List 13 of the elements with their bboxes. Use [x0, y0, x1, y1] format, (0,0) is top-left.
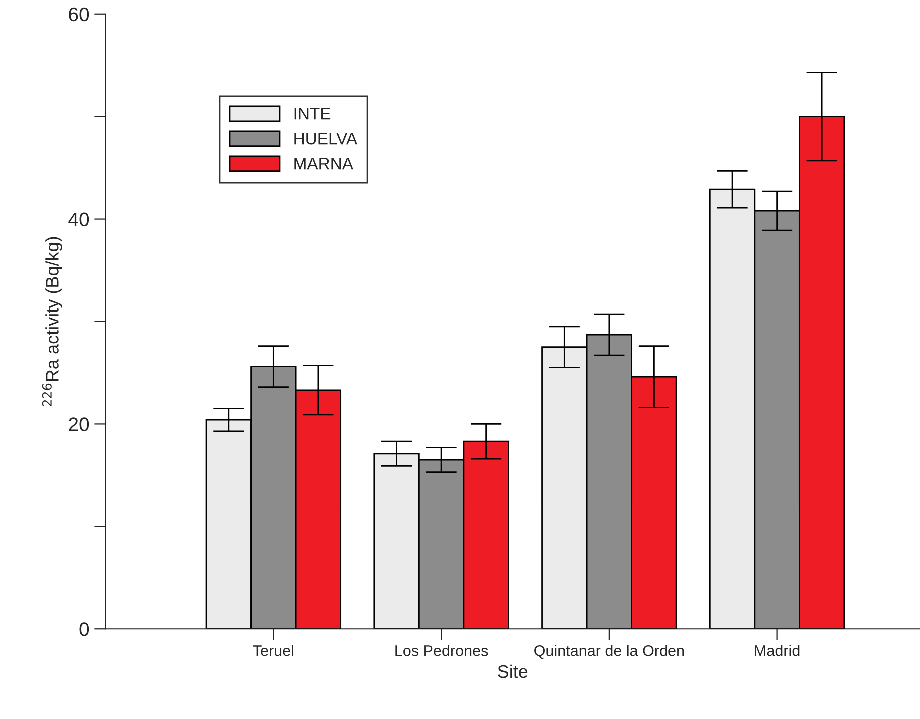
- y-tick-label: 40: [68, 212, 90, 227]
- y-axis-title: $^{226}$Ra activity (Bq/kg): [42, 237, 62, 406]
- x-tick-label: Teruel: [253, 645, 294, 656]
- legend-label: MARNA: [294, 158, 354, 170]
- x-tick-label: Quintanar de la Orden: [534, 645, 684, 660]
- y-tick-label: 0: [80, 622, 90, 636]
- y-tick-label: 20: [69, 418, 90, 432]
- y-tick-label: 60: [69, 8, 90, 22]
- x-axis-title: Site: [498, 664, 528, 678]
- legend-label: INTE: [294, 108, 331, 120]
- x-tick-label: Los Pedrones: [396, 645, 488, 656]
- x-tick-label: Madrid: [755, 645, 800, 656]
- legend-label: HUELVA: [294, 133, 358, 145]
